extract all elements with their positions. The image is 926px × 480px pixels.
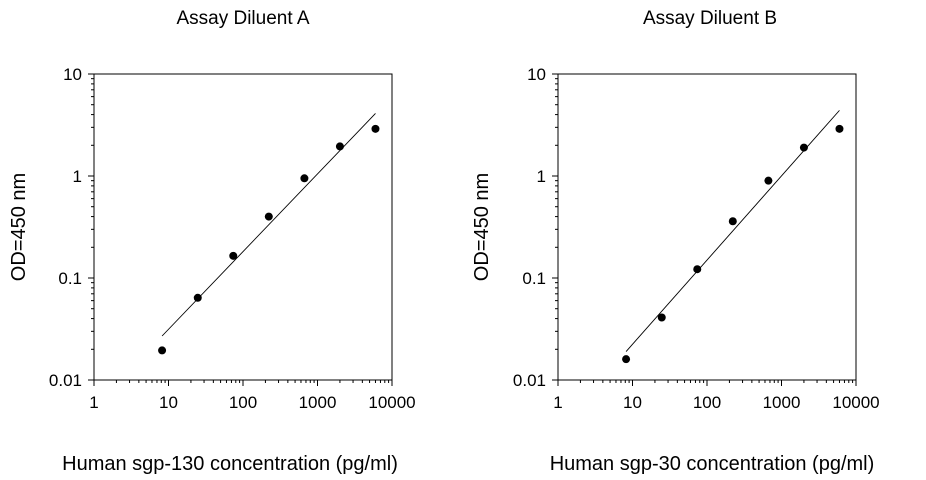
chart-left-y-tick-label: 0.1 — [58, 269, 82, 288]
chart-left-y-tick-label: 0.01 — [49, 371, 82, 390]
chart-left-y-tick-label: 10 — [63, 65, 82, 84]
chart-right-x-tick-label: 100 — [693, 393, 721, 412]
chart-left-y-axis-label: OD=450 nm — [8, 173, 30, 281]
chart-left-ticks: 1 10 100 1000 10000 0.01 0.1 1 10 — [49, 65, 416, 412]
chart-right-data-point — [835, 124, 844, 133]
chart-right: Assay Diluent B OD=450 nm Human sgp-30 c… — [471, 8, 880, 475]
chart-left-data-point — [335, 142, 344, 151]
chart-right-plot-frame — [557, 73, 857, 381]
chart-left-x-tick-label: 1 — [89, 393, 98, 412]
chart-right-y-tick-label: 0.01 — [513, 371, 546, 390]
chart-left-data-point — [264, 212, 273, 221]
chart-right-marks — [622, 110, 844, 364]
chart-right-ticks: 1 10 100 1000 10000 0.01 0.1 1 10 — [513, 65, 880, 412]
chart-left-data-point — [229, 251, 238, 260]
chart-right-data-point — [764, 176, 773, 185]
chart-right-data-point — [799, 143, 808, 152]
chart-left: Assay Diluent A OD=450 nm Human sgp-130 … — [8, 8, 416, 475]
chart-right-y-tick-label: 0.1 — [522, 269, 546, 288]
chart-left-x-tick-label: 10 — [159, 393, 178, 412]
chart-left-plot-frame — [93, 73, 393, 381]
chart-left-x-tick-label: 1000 — [299, 393, 337, 412]
chart-right-x-axis-label: Human sgp-30 concentration (pg/ml) — [550, 453, 875, 475]
chart-right-x-tick-label: 1000 — [763, 393, 801, 412]
chart-left-data-point — [158, 346, 167, 355]
chart-right-y-axis-label: OD=450 nm — [471, 173, 493, 281]
chart-left-title: Assay Diluent A — [176, 8, 309, 29]
chart-right-data-point — [657, 313, 666, 322]
chart-left-data-point — [193, 293, 202, 302]
chart-right-x-tick-label: 10 — [623, 393, 642, 412]
chart-right-data-point — [622, 355, 631, 364]
chart-left-x-axis-label: Human sgp-130 concentration (pg/ml) — [62, 453, 398, 475]
chart-left-x-tick-label: 100 — [229, 393, 257, 412]
chart-left-y-tick-label: 1 — [73, 167, 82, 186]
chart-left-data-point — [300, 174, 309, 183]
chart-right-data-point — [728, 217, 737, 226]
chart-left-marks — [158, 113, 380, 355]
chart-right-x-tick-label: 1 — [553, 393, 562, 412]
chart-right-title: Assay Diluent B — [643, 8, 777, 29]
chart-right-y-tick-label: 10 — [527, 65, 546, 84]
chart-left-data-point — [371, 124, 380, 133]
chart-right-data-point — [693, 265, 702, 274]
chart-right-x-tick-label: 10000 — [832, 393, 879, 412]
chart-left-x-tick-label: 10000 — [368, 393, 415, 412]
chart-right-y-tick-label: 1 — [537, 167, 546, 186]
